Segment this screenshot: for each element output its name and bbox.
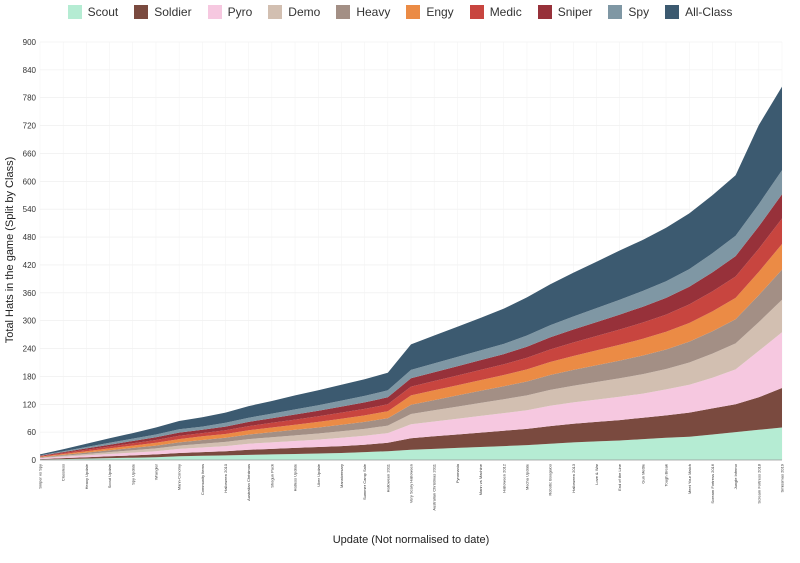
x-tick-label: Mecha Update — [524, 463, 529, 490]
area-engy — [40, 244, 782, 458]
x-tick-label: Uber Update — [316, 463, 321, 486]
x-axis-title: Update (Not normalised to date) — [333, 534, 490, 546]
x-tick-label: Robotic Boogaloo — [548, 463, 553, 495]
x-tick-label: Spy Update — [130, 463, 135, 485]
x-tick-label: Jungle Inferno — [733, 463, 738, 489]
legend-swatch — [537, 5, 552, 19]
legend-label: Engy — [426, 5, 454, 19]
x-tick-label: Heavy Update — [84, 463, 89, 489]
legend-label: Pyro — [227, 5, 253, 19]
legend-swatch — [134, 5, 149, 19]
legend-swatch — [608, 5, 623, 19]
y-axis-title: Total Hats in the game (Split by Class) — [4, 157, 16, 343]
x-tick-label: Love & War — [594, 463, 599, 484]
y-tick-label: 540 — [23, 205, 37, 214]
x-tick-label: Meet Your Match — [687, 464, 692, 494]
legend-swatch — [207, 5, 222, 19]
y-tick-label: 240 — [23, 345, 37, 354]
x-tick-label: Very Scary Halloween — [409, 464, 414, 503]
y-tick-label: 660 — [23, 149, 37, 158]
x-tick-label: Mann-Conomy — [177, 464, 182, 490]
y-tick-label: 300 — [23, 317, 37, 326]
area-pyro — [40, 332, 782, 460]
y-tick-label: 60 — [27, 428, 36, 437]
x-tick-label: Australian Christmas — [246, 464, 251, 501]
y-tick-label: 840 — [23, 66, 37, 75]
x-tick-label: Scream Fortress 2016 — [710, 463, 715, 503]
legend-label: Heavy — [356, 5, 391, 19]
x-tick-label: Halloween 2011 — [385, 463, 390, 492]
y-tick-label: 480 — [23, 233, 37, 242]
legend-swatch — [268, 5, 283, 19]
legend-label: Soldier — [154, 5, 192, 19]
legend-item-demo: Demo — [268, 2, 320, 22]
x-tick-label: Halloween 2010 — [223, 463, 228, 492]
legend-item-medic: Medic — [469, 2, 522, 22]
y-tick-label: 360 — [23, 289, 37, 298]
x-tick-label: Summer Camp Sale — [362, 463, 367, 500]
legend-item-heavy: Heavy — [336, 2, 390, 22]
legend-item-pyro: Pyro — [207, 2, 253, 22]
legend-label: Spy — [628, 5, 650, 19]
y-tick-label: 780 — [23, 94, 37, 103]
y-tick-label: 720 — [23, 122, 37, 131]
area-medic — [40, 218, 782, 457]
legend-label: Medic — [489, 5, 522, 19]
area-sniper — [40, 194, 782, 457]
legend-label: Demo — [288, 5, 321, 19]
x-tick-label: Community Items — [200, 464, 205, 495]
x-tick-label: Scout Update — [107, 463, 112, 488]
x-tick-label: Gun Mettle — [640, 463, 645, 483]
area-layer — [40, 86, 782, 460]
axis-layer: 0 60 120 180 240 300 360 420 480 540 600 660 720 780 8… — [23, 38, 785, 511]
x-tick-label: Mann vs Machine — [478, 463, 483, 495]
legend-swatch — [665, 5, 680, 19]
legend: Scout Soldier Pyro Demo Heavy Engy Medic Sniper… — [0, 2, 800, 22]
x-tick-label: Halloween 2012 — [501, 463, 506, 492]
y-tick-label: 420 — [23, 261, 37, 270]
y-tick-label: 120 — [23, 400, 37, 409]
x-tick-label: Scream Fortress 2018 — [756, 463, 761, 503]
legend-swatch — [469, 5, 484, 19]
area-all-class — [40, 86, 782, 456]
legend-item-scout: Scout — [67, 2, 119, 22]
area-demo — [40, 299, 782, 459]
x-tick-label: Halloween 2013 — [571, 463, 576, 492]
x-tick-label: Smissmas 2019 — [780, 463, 785, 492]
x-tick-label: Hatless Update — [293, 463, 298, 491]
legend-item-sniper: Sniper — [537, 2, 593, 22]
legend-swatch — [406, 5, 421, 19]
legend-item-engy: Engy — [406, 2, 454, 22]
x-tick-label: Shogun Pack — [269, 464, 274, 488]
y-tick-label: 900 — [23, 38, 37, 47]
legend-label: Sniper — [557, 5, 593, 19]
x-tick-label: Pyromania — [455, 463, 460, 483]
legend-label: All-Class — [685, 5, 733, 19]
x-tick-label: Sniper vs Spy — [38, 464, 43, 489]
legend-swatch — [67, 5, 82, 19]
legend-label: Scout — [87, 5, 119, 19]
legend-item-all-class: All-Class — [665, 2, 732, 22]
area-scout — [40, 427, 782, 460]
legend-item-soldier: Soldier — [134, 2, 192, 22]
x-tick-label: Wrangler — [153, 463, 158, 480]
x-tick-label: End of the Line — [617, 463, 622, 491]
y-tick-label: 0 — [32, 456, 37, 465]
y-tick-label: 600 — [23, 177, 37, 186]
x-tick-label: Australian Christmas 2011 — [432, 463, 437, 510]
legend-swatch — [336, 5, 351, 19]
x-tick-label: Manniversary — [339, 464, 344, 488]
y-tick-label: 180 — [23, 372, 37, 381]
area-heavy — [40, 269, 782, 458]
x-tick-label: Tough Break — [664, 464, 669, 486]
area-soldier — [40, 388, 782, 460]
x-tick-label: Classless — [61, 464, 66, 481]
legend-item-spy: Spy — [608, 2, 649, 22]
